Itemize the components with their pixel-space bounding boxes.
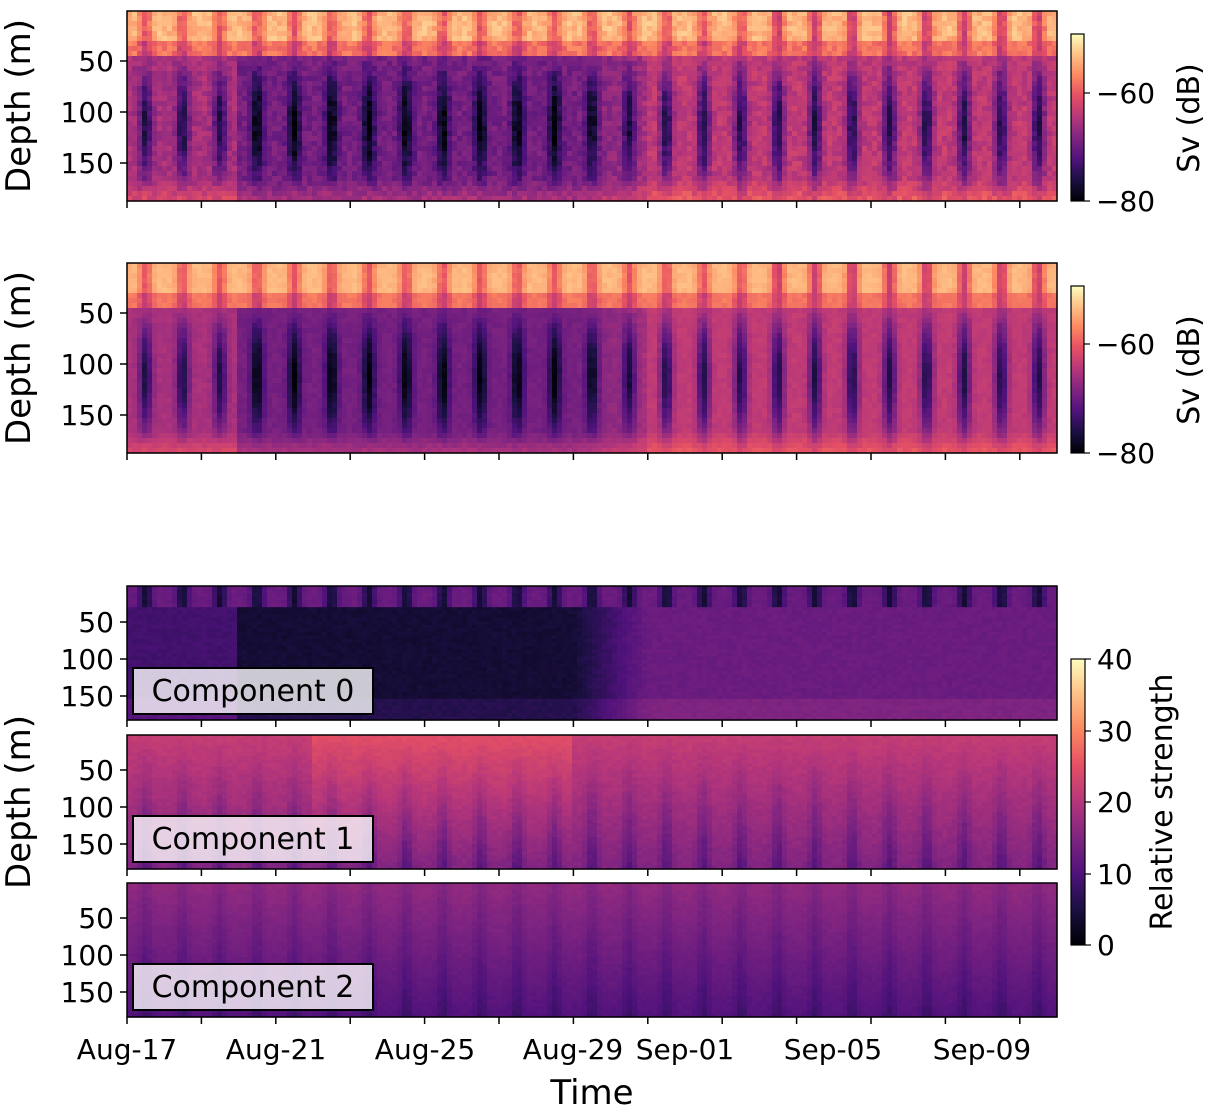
y-ticks-component-2: 50 100 150 — [61, 902, 127, 1009]
panel-middle: 50 100 150 Depth (m) −60 −80 Sv (dB) — [0, 262, 1207, 470]
y-tick-label: 150 — [61, 680, 114, 713]
colorbar-label: Sv (dB) — [1172, 315, 1207, 424]
y-tick-label: 50 — [78, 754, 114, 787]
y-ticks-middle: 50 100 150 — [61, 297, 127, 432]
component-1-label-box: Component 1 — [132, 815, 374, 863]
panel-top: 50 100 150 Depth (m) −60 −80 Sv (dB) — [0, 10, 1207, 218]
y-tick-label: 100 — [61, 96, 114, 129]
x-tick-label: Sep-05 — [784, 1033, 883, 1066]
axes-frame-component-1 — [126, 734, 1058, 870]
axes-frame-middle — [126, 262, 1058, 454]
y-ticks-component-1: 50 100 150 — [61, 754, 127, 861]
y-tick-label: 100 — [61, 791, 114, 824]
component-2-label: Component 2 — [152, 970, 355, 1005]
colorbar-label: Sv (dB) — [1172, 63, 1207, 172]
heatmap-component-2 — [127, 883, 1058, 1018]
component-1-label: Component 1 — [152, 822, 355, 857]
y-tick-label: 150 — [61, 976, 114, 1009]
colorbar-scale — [1070, 285, 1085, 454]
x-ticks-top — [126, 201, 1021, 208]
component-0-label-box: Component 0 — [132, 667, 374, 715]
heatmap-component-0 — [127, 586, 1058, 721]
axes-frame-component-2 — [126, 882, 1058, 1018]
x-tick-label: Aug-21 — [226, 1033, 326, 1066]
axes-frame-component-0 — [126, 585, 1058, 721]
colorbar-top: −60 −80 Sv (dB) — [1070, 33, 1207, 218]
x-tick-labels: Aug-17 Aug-21 Aug-25 Aug-29 Sep-01 Sep-0… — [77, 1033, 1031, 1066]
y-tick-label: 150 — [61, 828, 114, 861]
colorbar-scale — [1070, 658, 1086, 946]
y-axis-label-top: Depth (m) — [0, 19, 39, 193]
x-tick-label: Aug-29 — [523, 1033, 623, 1066]
y-ticks-component-0: 50 100 150 — [61, 606, 127, 713]
panel-components: 50 100 150 Component 0 50 100 150 Compon… — [0, 585, 1180, 1113]
colorbar-middle: −60 −80 Sv (dB) — [1070, 285, 1207, 470]
heatmap-component-1 — [127, 735, 1058, 870]
y-tick-label: 100 — [61, 643, 114, 676]
colorbar-label: Relative strength — [1145, 674, 1180, 931]
x-tick-label: Sep-09 — [933, 1033, 1032, 1066]
colorbar-tick-label: −80 — [1096, 185, 1155, 218]
y-tick-label: 50 — [78, 297, 114, 330]
colorbar-tick-label: −60 — [1096, 77, 1155, 110]
y-ticks-top: 50 100 150 — [61, 45, 127, 180]
y-tick-label: 50 — [78, 45, 114, 78]
heatmap-top — [127, 11, 1058, 202]
x-tick-label: Aug-17 — [77, 1033, 177, 1066]
axes-frame-top — [126, 10, 1058, 202]
colorbar-tick-label: 30 — [1097, 715, 1133, 748]
colorbar-tick-label: 0 — [1097, 929, 1115, 962]
colorbar-tick-label: 10 — [1097, 858, 1133, 891]
x-axis-label: Time — [549, 1073, 633, 1113]
y-tick-label: 100 — [61, 348, 114, 381]
colorbar-tick-label: −80 — [1096, 437, 1155, 470]
colorbar-scale — [1070, 33, 1085, 202]
y-axis-label-components: Depth (m) — [0, 715, 39, 889]
x-tick-label: Aug-25 — [375, 1033, 475, 1066]
colorbar-tick-label: 20 — [1097, 786, 1133, 819]
colorbar-tick-label: 40 — [1097, 643, 1133, 676]
y-tick-label: 50 — [78, 902, 114, 935]
colorbar-tick-label: −60 — [1096, 328, 1155, 361]
y-tick-label: 150 — [61, 399, 114, 432]
x-ticks-middle — [126, 453, 1021, 460]
x-tick-label: Sep-01 — [636, 1033, 735, 1066]
x-ticks-component-0 — [126, 720, 1021, 727]
y-tick-label: 50 — [78, 606, 114, 639]
x-ticks-component-1 — [126, 869, 1021, 876]
y-axis-label-middle: Depth (m) — [0, 271, 39, 445]
component-2-label-box: Component 2 — [132, 963, 374, 1011]
component-0-label: Component 0 — [152, 674, 355, 709]
colorbar-components: 40 30 20 10 0 Relative strength — [1070, 643, 1180, 962]
heatmap-middle — [127, 263, 1058, 454]
y-tick-label: 150 — [61, 147, 114, 180]
y-tick-label: 100 — [61, 939, 114, 972]
x-ticks-component-2 — [126, 1017, 1021, 1024]
